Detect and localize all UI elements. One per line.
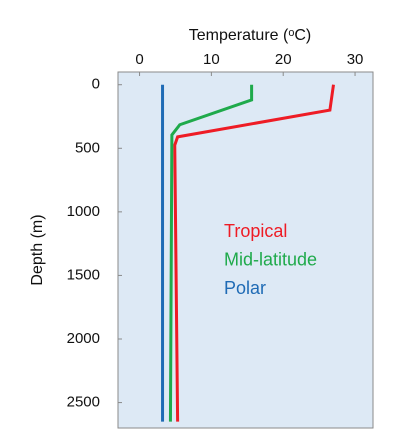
legend-entry: Mid-latitude: [224, 249, 317, 269]
y-tick-label: 2000: [67, 330, 100, 347]
y-tick-label: 500: [75, 139, 100, 156]
x-tick-label: 10: [203, 51, 220, 68]
data-line: [173, 84, 335, 422]
x-tick-label: 20: [275, 51, 292, 68]
x-tick-label: 0: [135, 51, 143, 68]
x-tick-label: 30: [347, 51, 364, 68]
y-axis-title: Depth (m): [29, 214, 46, 285]
y-tick-label: 0: [92, 76, 100, 93]
legend-entry: Polar: [224, 278, 266, 298]
x-axis-title: Temperature (ᵒC): [189, 27, 312, 44]
y-tick-label: 1500: [67, 266, 100, 283]
plot-area: [117, 71, 374, 429]
data-line: [168, 84, 254, 422]
y-tick-label: 2500: [67, 394, 100, 411]
legend-entry: Tropical: [224, 221, 287, 241]
y-tick-label: 1000: [67, 203, 100, 220]
